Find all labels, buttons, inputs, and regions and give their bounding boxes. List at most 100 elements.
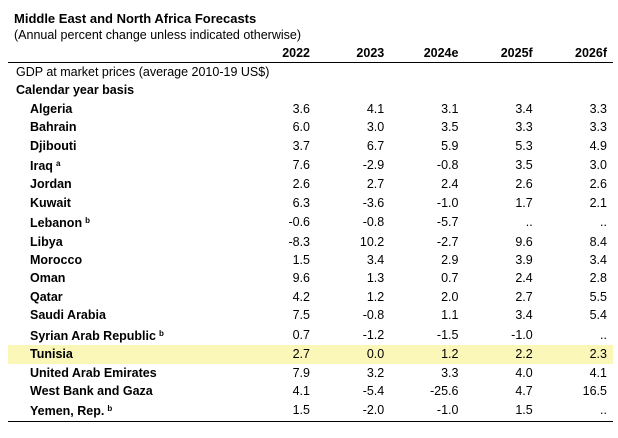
country-label: Djibouti: [30, 138, 77, 153]
table-row: Kuwait 6.3 -3.6 -1.0 1.7 2.1: [8, 194, 613, 212]
table-row: Jordan 2.6 2.7 2.4 2.6 2.6: [8, 175, 613, 193]
subsection-label: Calendar year basis: [16, 83, 135, 98]
value-cell-2025f: 1.5: [464, 400, 539, 422]
value-cell-2024e: -1.0: [390, 400, 465, 422]
country-name: Yemen, Rep. b: [8, 400, 242, 422]
table-row: Lebanon b -0.6 -0.8 -5.7....: [8, 212, 613, 232]
table-subtitle: (Annual percent change unless indicated …: [14, 28, 301, 42]
table-row: Qatar 4.2 1.2 2.0 2.7 5.5: [8, 288, 613, 306]
value-cell-2022: 7.6: [292, 158, 310, 173]
table-row: Morocco 1.5 3.4 2.9 3.9 3.4: [8, 251, 613, 269]
value-cell-2023: 6.7: [366, 138, 385, 153]
value-cell-2023: 1.2: [366, 289, 385, 304]
table-row: Oman 9.6 1.3 0.7 2.4 2.8: [8, 269, 613, 287]
header-2024e: 2024e: [390, 44, 465, 63]
value-cell-2025f: 3.4: [515, 101, 533, 116]
country-label: Qatar: [30, 289, 63, 304]
value-cell-2023: -1.2: [362, 327, 385, 342]
country-label: United Arab Emirates: [30, 365, 157, 380]
footnote-marker: b: [85, 216, 90, 226]
country-label: Lebanon: [30, 216, 83, 231]
section-label: GDP at market prices (average 2010-19 US…: [16, 65, 270, 79]
country-name: Iraq a: [8, 155, 242, 175]
value-cell-2024e: 3.3: [441, 365, 459, 380]
value-cell-2025f: 5.3: [515, 138, 533, 153]
value-cell-2025f: 9.6: [515, 234, 533, 249]
table-row: Djibouti 3.7 6.7 5.9 5.3 4.9: [8, 137, 613, 155]
table-row: United Arab Emirates 7.9 3.2 3.3 4.0 4.1: [8, 364, 613, 382]
footnote-marker: a: [55, 159, 61, 169]
value-cell-2023: -0.8: [362, 308, 385, 323]
header-2023: 2023: [316, 44, 391, 63]
country-label: Yemen, Rep.: [30, 404, 105, 419]
country-name: Djibouti: [8, 137, 242, 155]
value-cell-2025f: 3.4: [515, 308, 533, 323]
value-cell-2025f: 4.7: [515, 383, 533, 398]
value-cell-2022: 6.3: [292, 195, 310, 210]
value-cell-2024e: 3.5: [441, 120, 459, 135]
value-cell-2023: 3.2: [366, 365, 385, 380]
country-name: West Bank and Gaza: [8, 382, 242, 400]
footnote-marker: b: [107, 404, 113, 414]
table-row: Libya -8.3 10.2 -2.7 9.6 8.4: [8, 233, 613, 251]
value-cell-2023: 2.7: [366, 177, 385, 192]
value-cell-2025f: 2.2: [464, 345, 539, 364]
country-label: Kuwait: [30, 195, 71, 210]
country-name: Saudi Arabia: [8, 306, 242, 324]
section-row: GDP at market prices (average 2010-19 US…: [8, 63, 613, 82]
value-cell-2024e: 1.1: [441, 308, 459, 323]
country-name: Libya: [8, 233, 242, 251]
country-label: Syrian Arab Republic: [30, 328, 156, 343]
value-cell-2022: 7.5: [292, 308, 310, 323]
value-cell-2022: 2.7: [241, 345, 316, 364]
table-row: Yemen, Rep. b 1.5 -2.0 -1.0 1.5..: [8, 400, 613, 422]
value-cell-2025f: 1.7: [515, 195, 533, 210]
country-label: Bahrain: [30, 120, 77, 135]
value-cell-2026f: 5.4: [589, 308, 607, 323]
value-cell-2024e: 0.7: [441, 271, 459, 286]
header-blank: [8, 44, 242, 63]
value-cell-2023: 4.1: [366, 101, 385, 116]
header-row: 2022 2023 2024e 2025f 2026f: [8, 44, 613, 63]
value-cell-2024e: 5.9: [441, 138, 459, 153]
country-name: Lebanon b: [8, 212, 242, 232]
country-label: Oman: [30, 271, 66, 286]
value-cell-2024e: -1.5: [436, 327, 459, 342]
country-label: Tunisia: [30, 347, 73, 362]
subsection-row: Calendar year basis: [8, 81, 613, 99]
value-cell-2024e: -0.8: [436, 158, 459, 173]
value-cell-2022: 7.9: [292, 365, 310, 380]
header-2025f: 2025f: [464, 44, 539, 63]
country-label: Saudi Arabia: [30, 308, 106, 323]
value-cell-2025f: 2.6: [515, 177, 533, 192]
value-cell-2023: -2.0: [316, 400, 391, 422]
value-cell-2023: 10.2: [359, 234, 385, 249]
value-cell-2026f: 16.5: [582, 383, 607, 398]
value-cell-2026f: 3.3: [589, 101, 607, 116]
value-cell-2026f: 2.3: [538, 345, 613, 364]
value-cell-2022: -8.3: [288, 234, 310, 249]
country-label: Libya: [30, 234, 63, 249]
value-cell-2023: 0.0: [316, 345, 391, 364]
value-cell-2022: 9.6: [292, 271, 310, 286]
table-row: Saudi Arabia 7.5 -0.8 1.1 3.4 5.4: [8, 306, 613, 324]
forecast-table: 2022 2023 2024e 2025f 2026f GDP at marke…: [8, 44, 613, 422]
country-label: West Bank and Gaza: [30, 383, 153, 398]
value-cell-2022: 3.7: [292, 138, 310, 153]
value-cell-2025f: 2.7: [515, 289, 533, 304]
value-cell-2024e: -5.7: [436, 215, 459, 230]
value-cell-2024e: 2.4: [441, 177, 459, 192]
value-cell-2024e: 2.9: [441, 253, 459, 268]
value-cell-2026f: 3.3: [589, 120, 607, 135]
value-cell-2024e: -2.7: [436, 234, 459, 249]
value-cell-2023: -3.6: [362, 195, 385, 210]
value-cell-2024e: -25.6: [429, 383, 459, 398]
country-name: United Arab Emirates: [8, 364, 242, 382]
header-2022: 2022: [241, 44, 316, 63]
value-cell-2026f: 4.1: [589, 365, 607, 380]
value-cell-2025f: -1.0: [511, 327, 533, 342]
country-label: Morocco: [30, 253, 83, 268]
header-2026f: 2026f: [538, 44, 613, 63]
country-label: Jordan: [30, 177, 72, 192]
country-name: Tunisia: [8, 345, 242, 364]
